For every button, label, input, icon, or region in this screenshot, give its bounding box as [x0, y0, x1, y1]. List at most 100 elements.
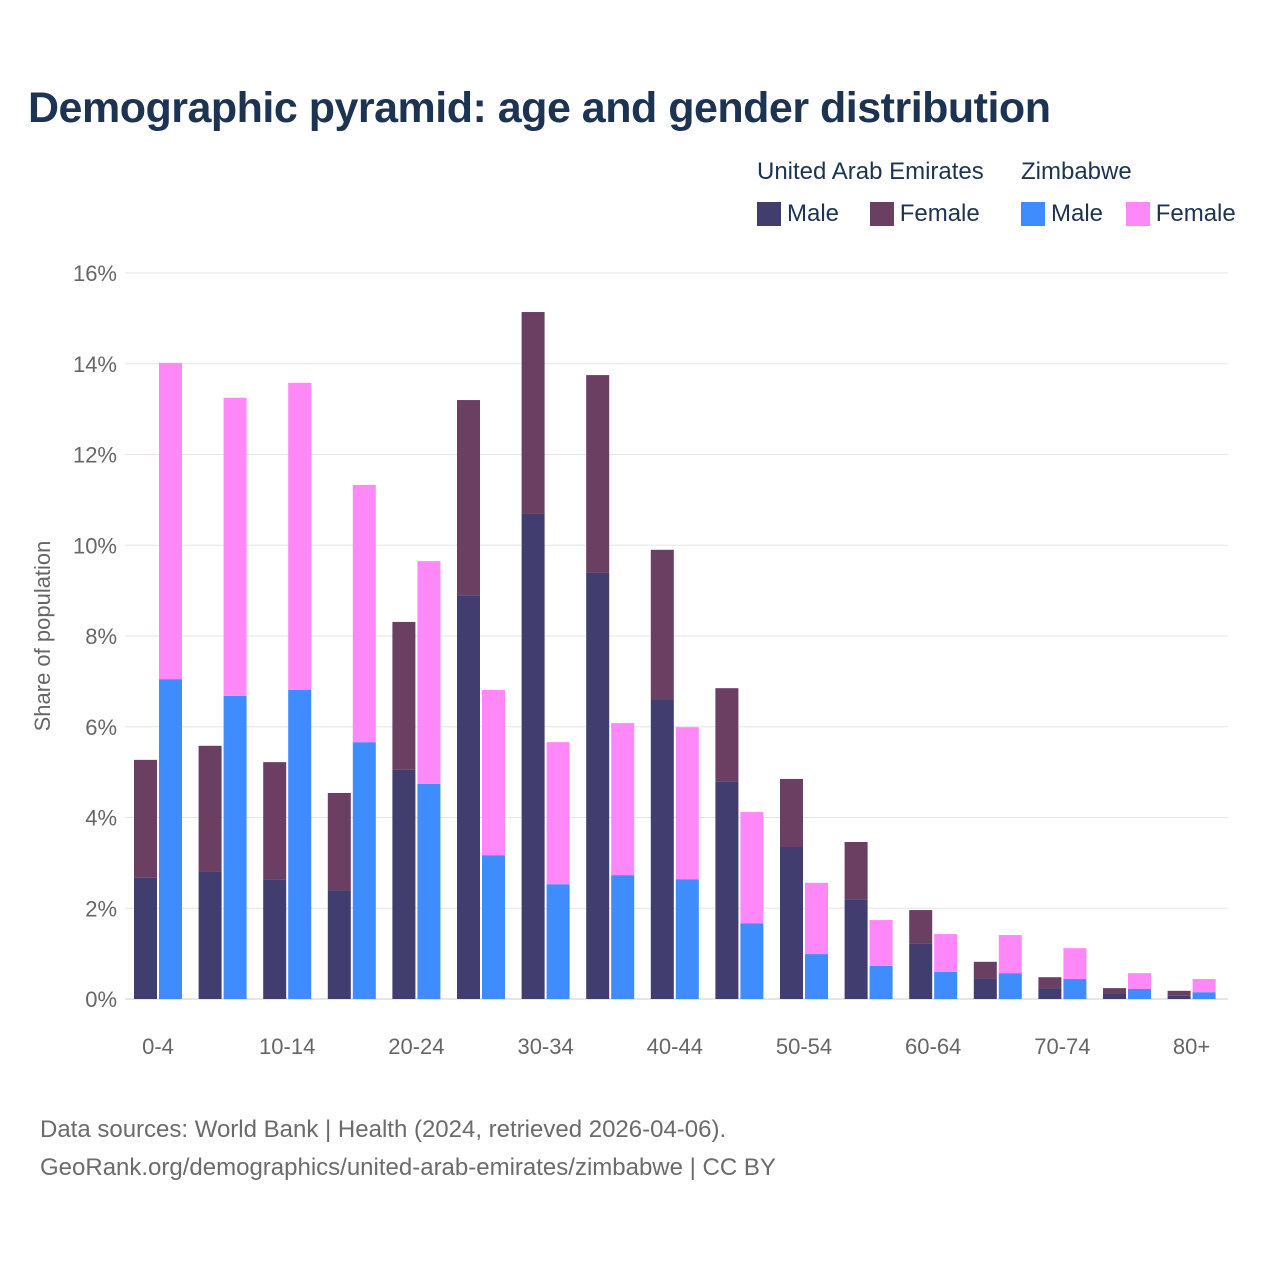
x-tick-label: 70-74 — [1034, 1034, 1090, 1059]
legend-swatch — [757, 202, 781, 226]
legend-country-zimbabwe: Zimbabwe — [1021, 158, 1132, 185]
bar-united-arab-emirates-male-65-69 — [973, 978, 997, 999]
bar-zimbabwe-female-15-19 — [352, 484, 376, 743]
bar-zimbabwe-male-35-39 — [611, 875, 635, 999]
x-tick-label: 40-44 — [647, 1034, 703, 1059]
bar-united-arab-emirates-female-40-44 — [650, 549, 674, 700]
bar-united-arab-emirates-female-45-49 — [715, 688, 739, 782]
bar-united-arab-emirates-male-70-74 — [1038, 988, 1062, 999]
footer-link[interactable]: GeoRank.org/demographics/united-arab-emi… — [40, 1154, 776, 1181]
bar-united-arab-emirates-female-0-4 — [134, 759, 157, 878]
bar-zimbabwe-female-55-59 — [869, 920, 893, 966]
bar-zimbabwe-female-50-54 — [805, 882, 828, 955]
bar-united-arab-emirates-female-30-34 — [521, 312, 545, 514]
y-tick-label: 0% — [85, 987, 117, 1012]
bar-united-arab-emirates-male-40-44 — [650, 699, 674, 999]
bar-zimbabwe-female-40-44 — [675, 727, 699, 880]
legend-label: Male — [1051, 200, 1104, 227]
legend-swatch — [1021, 202, 1045, 226]
bar-zimbabwe-male-75-79 — [1128, 989, 1151, 999]
bar-united-arab-emirates-male-10-14 — [263, 879, 287, 999]
legend-country-uae: United Arab Emirates — [757, 158, 984, 185]
bar-united-arab-emirates-female-10-14 — [263, 762, 287, 880]
x-tick-label: 10-14 — [259, 1034, 315, 1059]
legend-item-zim-male[interactable]: Male — [1021, 200, 1103, 228]
bar-zimbabwe-male-65-69 — [998, 973, 1022, 999]
bar-zimbabwe-male-40-44 — [675, 879, 699, 999]
bar-united-arab-emirates-female-15-19 — [327, 792, 351, 891]
bar-united-arab-emirates-female-65-69 — [973, 961, 997, 979]
bar-united-arab-emirates-male-20-24 — [392, 769, 416, 999]
bar-united-arab-emirates-female-25-29 — [457, 400, 480, 596]
bar-zimbabwe-female-45-49 — [740, 812, 764, 924]
y-axis-label: Share of population — [30, 541, 55, 732]
bar-united-arab-emirates-male-60-64 — [909, 943, 933, 999]
y-tick-label: 16% — [73, 261, 117, 286]
bar-zimbabwe-male-80+ — [1192, 992, 1216, 999]
legend-label: Female — [1155, 200, 1236, 227]
y-tick-label: 2% — [85, 896, 117, 921]
bar-zimbabwe-female-10-14 — [288, 382, 312, 690]
bar-zimbabwe-female-75-79 — [1128, 973, 1151, 990]
bar-united-arab-emirates-male-25-29 — [457, 595, 480, 999]
legend-item-zim-female[interactable]: Female — [1125, 200, 1236, 228]
legend-swatch — [869, 202, 894, 226]
x-tick-label: 80+ — [1173, 1034, 1210, 1059]
bar-zimbabwe-female-35-39 — [611, 723, 635, 876]
bar-united-arab-emirates-female-35-39 — [586, 375, 610, 573]
bar-zimbabwe-male-20-24 — [417, 783, 441, 999]
bar-united-arab-emirates-female-75-79 — [1103, 988, 1126, 994]
bar-zimbabwe-female-65-69 — [998, 935, 1022, 974]
bar-united-arab-emirates-male-55-59 — [844, 899, 868, 999]
bar-zimbabwe-male-0-4 — [159, 679, 182, 999]
bar-zimbabwe-female-30-34 — [546, 742, 570, 885]
bar-united-arab-emirates-female-60-64 — [909, 910, 933, 944]
bar-united-arab-emirates-female-70-74 — [1038, 977, 1062, 989]
bar-zimbabwe-male-25-29 — [482, 855, 505, 999]
bar-united-arab-emirates-female-55-59 — [844, 842, 868, 900]
legend-swatch — [1125, 202, 1150, 226]
y-tick-label: 14% — [73, 352, 117, 377]
legend-zimbabwe: Zimbabwe Male Female — [1021, 158, 1248, 233]
bar-united-arab-emirates-male-35-39 — [586, 572, 610, 999]
legend-uae: United Arab Emirates Male Female — [757, 158, 992, 233]
bar-zimbabwe-male-5-9 — [223, 695, 247, 999]
bar-united-arab-emirates-male-75-79 — [1103, 993, 1126, 999]
y-tick-label: 12% — [73, 443, 117, 468]
x-tick-label: 0-4 — [142, 1034, 174, 1059]
bar-zimbabwe-male-45-49 — [740, 923, 764, 999]
bar-united-arab-emirates-male-15-19 — [327, 890, 351, 999]
y-tick-label: 4% — [85, 806, 117, 831]
x-tick-label: 20-24 — [388, 1034, 444, 1059]
bar-zimbabwe-female-5-9 — [223, 397, 247, 696]
bar-zimbabwe-female-80+ — [1192, 979, 1216, 993]
x-tick-label: 60-64 — [905, 1034, 961, 1059]
bar-united-arab-emirates-male-30-34 — [521, 513, 545, 999]
legend-item-uae-male[interactable]: Male — [757, 200, 839, 228]
bar-zimbabwe-female-60-64 — [934, 934, 958, 972]
bar-united-arab-emirates-female-80+ — [1167, 990, 1191, 996]
legend-label: Male — [787, 200, 840, 227]
bar-zimbabwe-male-15-19 — [352, 742, 376, 999]
legend-item-uae-female[interactable]: Female — [869, 200, 980, 228]
bar-united-arab-emirates-female-5-9 — [198, 745, 222, 872]
bar-zimbabwe-male-60-64 — [934, 971, 958, 999]
bar-united-arab-emirates-male-0-4 — [134, 877, 157, 999]
chart-title: Demographic pyramid: age and gender dist… — [28, 84, 1051, 132]
y-tick-label: 10% — [73, 533, 117, 558]
bar-united-arab-emirates-male-50-54 — [780, 846, 803, 999]
bar-zimbabwe-male-10-14 — [288, 689, 312, 999]
legend-label: Female — [899, 200, 980, 227]
bar-united-arab-emirates-male-80+ — [1167, 995, 1191, 999]
footer-sources: Data sources: World Bank | Health (2024,… — [40, 1116, 727, 1143]
bar-zimbabwe-female-20-24 — [417, 561, 441, 784]
bar-united-arab-emirates-female-50-54 — [780, 778, 803, 847]
bar-zimbabwe-female-0-4 — [159, 362, 182, 680]
bar-united-arab-emirates-female-20-24 — [392, 621, 416, 770]
y-tick-label: 6% — [85, 715, 117, 740]
bar-zimbabwe-female-70-74 — [1063, 948, 1087, 980]
chart-plot: 0% 2% 4% 6% 8% 10% 12% 14% 16% Share of populatio… — [30, 261, 1228, 1059]
y-tick-label: 8% — [85, 624, 117, 649]
bar-zimbabwe-female-25-29 — [482, 689, 505, 856]
bar-zimbabwe-male-70-74 — [1063, 979, 1087, 999]
